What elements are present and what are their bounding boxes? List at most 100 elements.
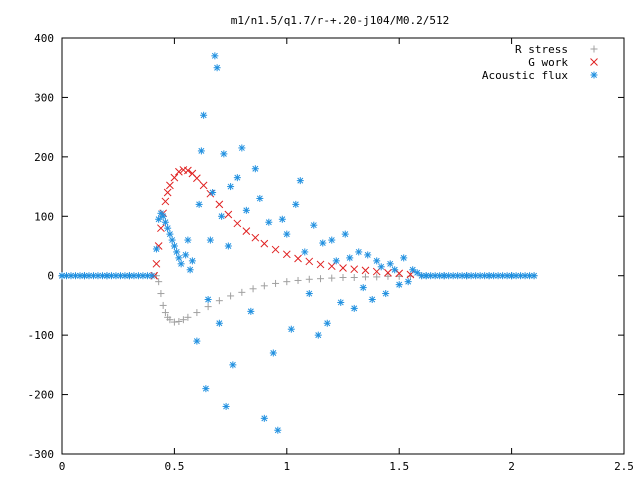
data-point bbox=[400, 254, 408, 262]
data-point bbox=[301, 248, 309, 256]
y-tick-label: -100 bbox=[28, 329, 55, 342]
data-point bbox=[177, 260, 185, 268]
x-tick-label: 0.5 bbox=[164, 460, 184, 473]
data-point bbox=[170, 242, 178, 250]
data-point bbox=[294, 276, 302, 284]
data-point bbox=[251, 233, 260, 242]
data-point bbox=[204, 303, 212, 311]
data-point bbox=[163, 188, 172, 197]
data-point bbox=[204, 295, 212, 303]
data-point bbox=[242, 206, 250, 214]
x-tick-label: 0 bbox=[59, 460, 66, 473]
y-tick-label: 100 bbox=[34, 210, 54, 223]
data-point bbox=[233, 219, 242, 228]
data-point bbox=[238, 144, 246, 152]
data-point bbox=[229, 361, 237, 369]
legend-label: G work bbox=[528, 56, 568, 69]
data-point bbox=[328, 236, 336, 244]
baseline-point bbox=[517, 272, 525, 280]
legend-marker bbox=[590, 71, 598, 79]
data-point bbox=[287, 325, 295, 333]
legend-label: R stress bbox=[515, 43, 568, 56]
y-tick-label: 300 bbox=[34, 91, 54, 104]
data-point bbox=[170, 318, 178, 326]
data-point bbox=[391, 266, 399, 274]
legend-marker bbox=[590, 58, 598, 66]
data-point bbox=[305, 290, 313, 298]
data-point bbox=[222, 402, 230, 410]
data-point bbox=[157, 224, 165, 233]
data-point bbox=[184, 236, 192, 244]
data-point bbox=[157, 290, 165, 298]
data-point bbox=[175, 167, 183, 176]
y-tick-label: 200 bbox=[34, 151, 54, 164]
baseline-point bbox=[98, 272, 106, 280]
data-point bbox=[215, 200, 224, 209]
data-point bbox=[168, 236, 176, 244]
data-point bbox=[350, 273, 358, 281]
data-point bbox=[188, 257, 196, 265]
data-point bbox=[368, 295, 376, 303]
data-point bbox=[173, 248, 181, 256]
y-tick-label: -200 bbox=[28, 389, 55, 402]
data-point bbox=[283, 230, 291, 238]
data-point bbox=[206, 236, 214, 244]
data-point bbox=[339, 264, 347, 272]
y-tick-label: -300 bbox=[28, 448, 55, 461]
data-point bbox=[161, 218, 169, 226]
data-point bbox=[155, 278, 163, 286]
data-point bbox=[317, 275, 325, 283]
data-point bbox=[238, 288, 246, 296]
data-point bbox=[355, 248, 363, 256]
data-point bbox=[305, 275, 313, 283]
baseline-point bbox=[134, 272, 142, 280]
data-point bbox=[409, 266, 417, 274]
series-g-work bbox=[150, 166, 415, 280]
data-point bbox=[175, 254, 183, 262]
data-point bbox=[395, 269, 404, 278]
data-point bbox=[341, 230, 349, 238]
data-point bbox=[346, 254, 354, 262]
data-point bbox=[159, 212, 167, 220]
data-point bbox=[247, 307, 255, 315]
x-tick-label: 1 bbox=[283, 460, 290, 473]
data-point bbox=[193, 337, 201, 345]
data-point bbox=[249, 285, 257, 293]
data-point bbox=[152, 259, 161, 268]
chart-title: m1/n1.5/q1.7/r-+.20-j104/M0.2/512 bbox=[231, 14, 450, 27]
baseline-point bbox=[85, 272, 93, 280]
series-layer bbox=[58, 52, 538, 434]
data-point bbox=[193, 309, 201, 317]
data-point bbox=[269, 349, 277, 357]
data-point bbox=[233, 174, 241, 182]
x-tick-label: 2.5 bbox=[614, 460, 634, 473]
y-tick-label: 0 bbox=[47, 270, 54, 283]
data-point bbox=[296, 177, 304, 185]
data-point bbox=[386, 260, 394, 268]
data-point bbox=[384, 268, 392, 277]
data-point bbox=[395, 281, 403, 289]
data-point bbox=[227, 183, 235, 191]
data-point bbox=[193, 174, 201, 183]
data-point bbox=[242, 227, 251, 235]
data-point bbox=[283, 278, 291, 286]
data-point bbox=[373, 273, 381, 281]
data-point bbox=[260, 239, 269, 248]
data-point bbox=[294, 254, 302, 263]
data-point bbox=[170, 173, 179, 182]
y-tick-label: 400 bbox=[34, 32, 54, 45]
data-point bbox=[305, 257, 314, 266]
data-point bbox=[164, 224, 172, 232]
data-point bbox=[152, 245, 160, 253]
data-point bbox=[332, 257, 340, 265]
data-point bbox=[218, 212, 226, 220]
data-point bbox=[265, 218, 273, 226]
data-point bbox=[197, 147, 205, 155]
data-point bbox=[260, 414, 268, 422]
data-point bbox=[271, 245, 280, 254]
data-point bbox=[274, 426, 282, 434]
baseline-point bbox=[445, 272, 453, 280]
data-point bbox=[224, 242, 232, 250]
data-point bbox=[213, 64, 221, 72]
